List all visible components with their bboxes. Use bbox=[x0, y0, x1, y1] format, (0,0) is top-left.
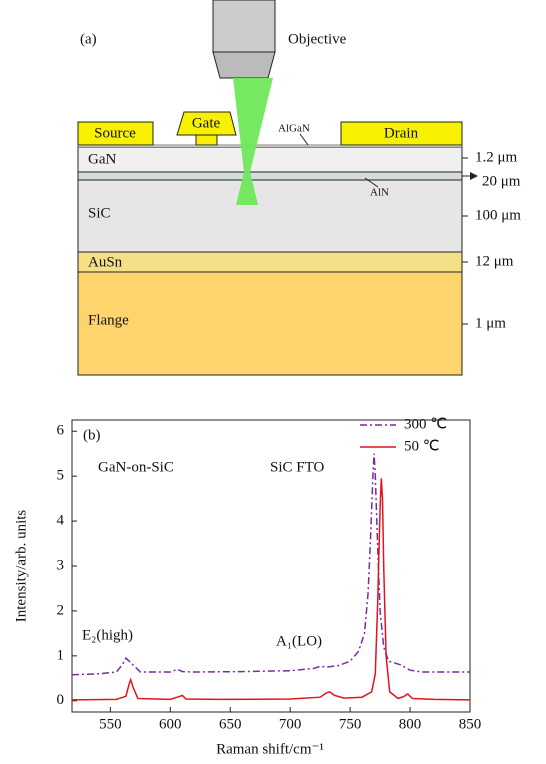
layer-label: GaN bbox=[88, 151, 116, 167]
ausn-layer bbox=[78, 252, 462, 272]
annotation: SiC FTO bbox=[270, 459, 324, 475]
y-tick-label: 2 bbox=[57, 602, 65, 618]
contact-label: Gate bbox=[192, 115, 221, 131]
legend-label: 300 ℃ bbox=[404, 416, 447, 432]
thickness-label: 20 μm bbox=[482, 173, 521, 189]
y-tick-label: 5 bbox=[57, 468, 65, 484]
x-tick-label: 750 bbox=[339, 716, 362, 732]
y-tick-label: 1 bbox=[57, 647, 65, 663]
flange-layer bbox=[78, 272, 462, 375]
layer-label: AlN bbox=[370, 187, 389, 199]
layer-label: Flange bbox=[88, 312, 129, 328]
panel-label: (b) bbox=[83, 427, 101, 443]
gan-layer bbox=[78, 147, 462, 172]
x-tick-label: 600 bbox=[159, 716, 182, 732]
y-tick-label: 6 bbox=[57, 423, 65, 439]
layer-label: AuSn bbox=[88, 254, 123, 270]
arrow-head bbox=[470, 172, 478, 180]
objective-body bbox=[213, 0, 275, 52]
pointer bbox=[300, 134, 308, 145]
legend-label: 50 ℃ bbox=[404, 438, 440, 454]
chart: (b) GaN-on-SiC SiC FTO E₂(high) A₁(LO) R… bbox=[13, 416, 481, 757]
contact-label: Source bbox=[94, 125, 136, 141]
figure: (a) Objective Source Gate Drain AlGaN Ga… bbox=[0, 0, 546, 764]
thickness-label: 1.2 μm bbox=[475, 149, 518, 165]
x-tick-label: 800 bbox=[399, 716, 422, 732]
x-tick-label: 650 bbox=[219, 716, 242, 732]
series-line bbox=[72, 478, 470, 700]
thickness-label: 12 μm bbox=[475, 253, 514, 269]
thickness-label: 100 μm bbox=[475, 207, 521, 223]
annotation: A₁(LO) bbox=[276, 633, 322, 649]
contact-label: Drain bbox=[384, 125, 419, 141]
layer-label: AlGaN bbox=[278, 123, 310, 135]
sic-layer bbox=[78, 180, 462, 252]
objective-label: Objective bbox=[288, 31, 347, 47]
x-axis-label: Raman shift/cm⁻¹ bbox=[216, 741, 324, 757]
panel-label: (a) bbox=[80, 31, 97, 47]
thickness-label: 1 μm bbox=[475, 315, 506, 331]
diagram: (a) Objective Source Gate Drain AlGaN Ga… bbox=[78, 0, 521, 375]
layer-label: SiC bbox=[88, 205, 111, 221]
annotation: GaN-on-SiC bbox=[98, 459, 174, 475]
objective-lens bbox=[213, 52, 275, 78]
y-tick-label: 0 bbox=[57, 692, 65, 708]
y-tick-label: 3 bbox=[57, 557, 65, 573]
y-tick-label: 4 bbox=[57, 513, 65, 529]
x-tick-label: 850 bbox=[459, 716, 482, 732]
x-tick-label: 700 bbox=[279, 716, 302, 732]
aln-layer bbox=[78, 172, 462, 180]
x-tick-label: 550 bbox=[99, 716, 122, 732]
y-axis-label: Intensity/arb. units bbox=[13, 510, 29, 623]
annotation: E₂(high) bbox=[82, 627, 133, 643]
